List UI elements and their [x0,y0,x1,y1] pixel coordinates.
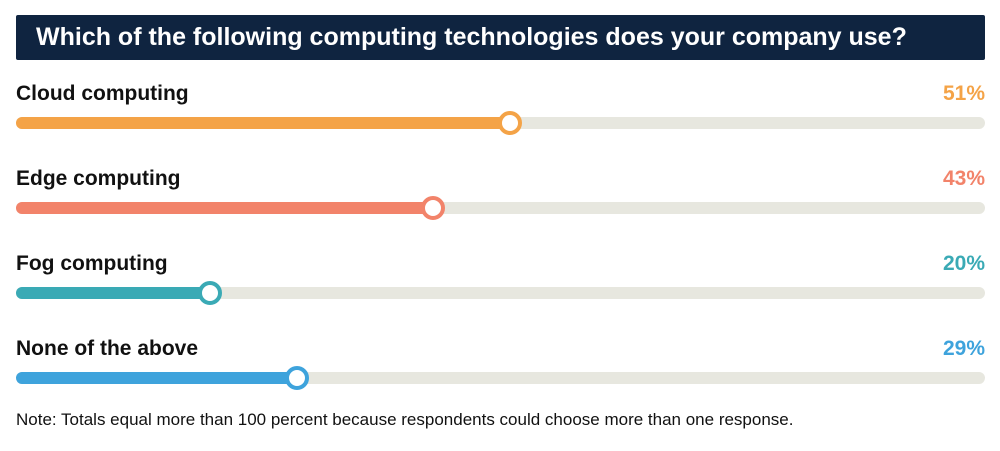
bar-track [16,281,985,305]
bar-fill [16,117,511,129]
bar-fill [16,202,433,214]
bar-row-none-of-the-above: None of the above 29% [16,337,985,407]
bar-label: Cloud computing [16,82,189,105]
bar-label: Fog computing [16,252,168,275]
bar-row-edge-computing: Edge computing 43% [16,167,985,237]
bar-value-label: 29% [942,337,985,360]
bar-track [16,366,985,390]
bar-end-marker [498,111,523,135]
bar-track [16,111,985,135]
bar-end-marker [285,366,309,390]
bar-fill [16,372,297,384]
bar-row-cloud-computing: Cloud computing 51% [16,82,985,152]
bar-label: Edge computing [16,167,181,190]
bar-value-label: 43% [942,167,985,190]
bar-fill [16,287,210,299]
bar-value-label: 20% [942,252,985,275]
bar-end-marker [197,281,222,305]
bar-label: None of the above [16,337,199,360]
bar-row-fog-computing: Fog computing 20% [16,252,985,322]
bar-value-label: 51% [942,82,985,105]
chart-title: Which of the following computing technol… [36,23,907,51]
bar-track [16,196,985,220]
footnote: Note: Totals equal more than 100 percent… [16,410,794,429]
bar-end-marker [420,196,445,220]
title-banner: Which of the following computing technol… [16,15,985,60]
